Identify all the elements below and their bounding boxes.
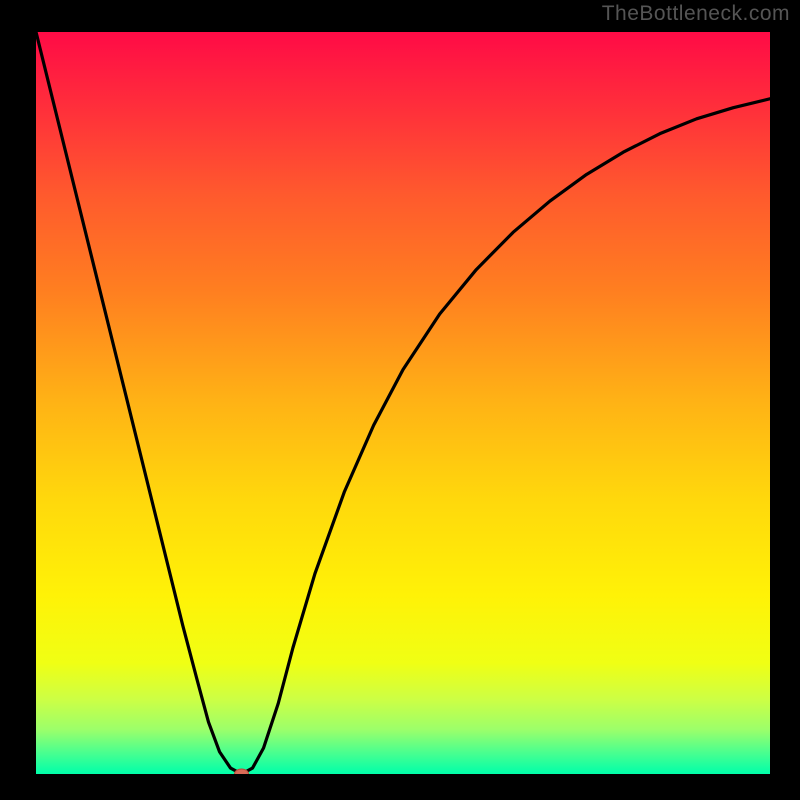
watermark-label: TheBottleneck.com xyxy=(602,2,790,26)
curve-layer xyxy=(36,32,770,774)
bottleneck-curve xyxy=(36,32,770,774)
chart-frame: TheBottleneck.com xyxy=(0,0,800,800)
plot-area xyxy=(36,32,770,774)
